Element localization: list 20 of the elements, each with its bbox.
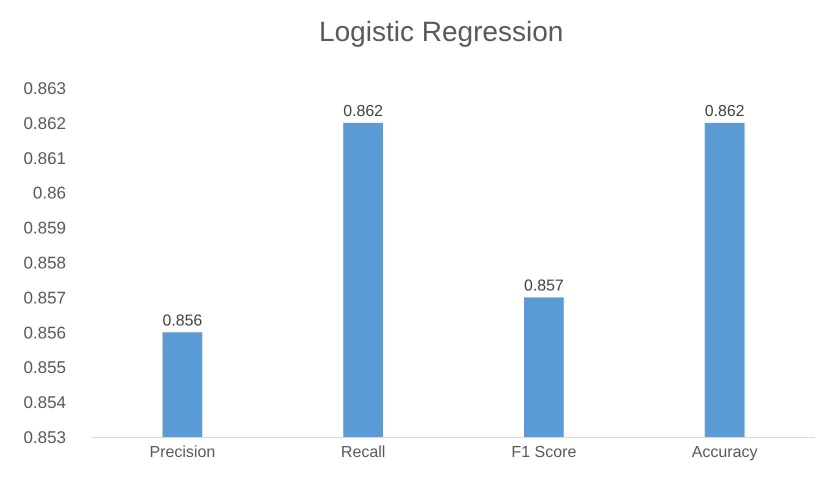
y-tick-label: 0.862: [23, 114, 66, 133]
y-tick-label: 0.854: [23, 393, 66, 412]
x-tick-label: F1 Score: [511, 444, 576, 462]
y-tick-label: 0.857: [23, 288, 66, 308]
x-tick-label: Recall: [340, 444, 386, 462]
data-label: 0.862: [343, 103, 384, 120]
y-tick-label: 0.859: [23, 218, 66, 238]
y-tick-label: 0.856: [23, 323, 66, 342]
y-tick-label: 0.858: [23, 253, 66, 272]
y-tick-label: 0.855: [23, 358, 66, 378]
data-label: 0.857: [524, 278, 564, 295]
chart-title: Logistic Regression: [319, 16, 564, 48]
x-tick-label: Precision: [149, 444, 216, 462]
data-label: 0.862: [704, 103, 745, 120]
data-label: 0.856: [162, 312, 202, 330]
y-tick-label: 0.86: [32, 184, 66, 203]
y-tick-label: 0.861: [23, 148, 66, 168]
y-tick-label: 0.863: [23, 78, 66, 98]
x-tick-label: Accuracy: [692, 444, 758, 462]
y-tick-label: 0.853: [23, 428, 66, 447]
